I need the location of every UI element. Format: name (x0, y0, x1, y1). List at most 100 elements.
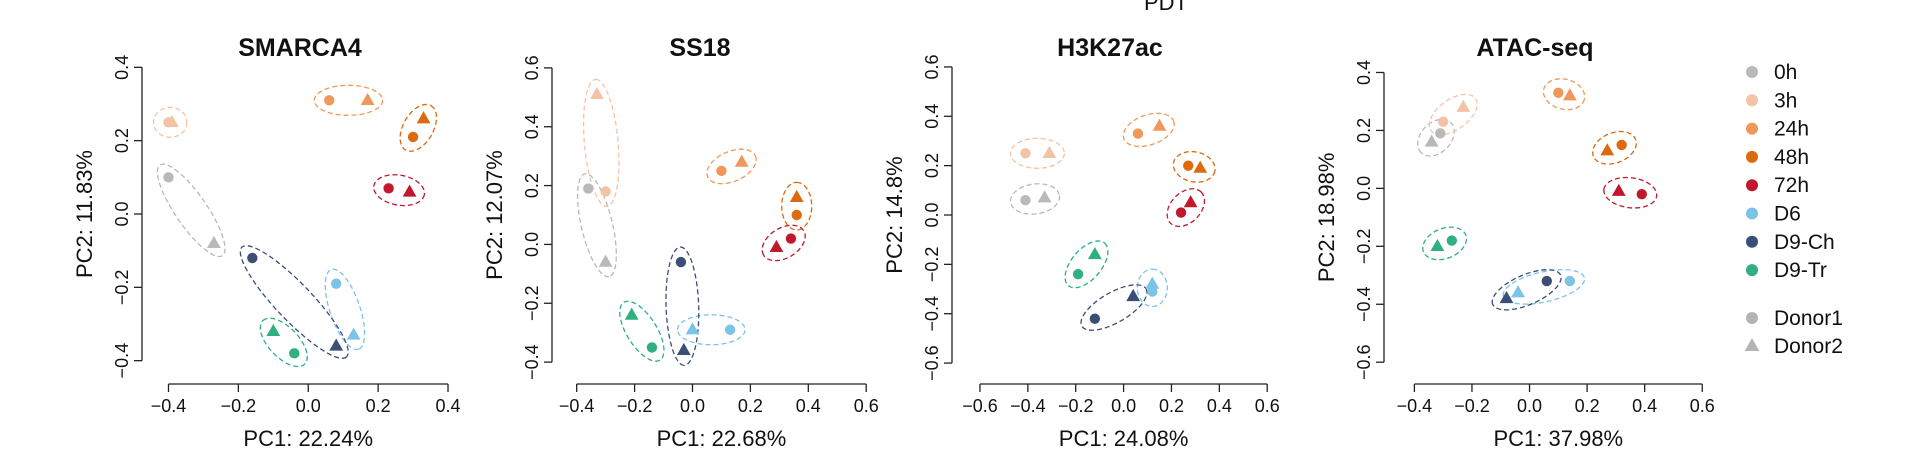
point-d6-donor1 (1147, 286, 1158, 297)
group-ellipse-72h (761, 224, 806, 262)
point-48h-donor1 (791, 209, 802, 221)
panel-smarca4: SMARCA4 −0.4 −0.2 0.0 0.2 0.4 PC1: 22.24% −0.4 −… (72, 34, 461, 451)
group-ellipse-24h (1122, 112, 1175, 148)
y-tick-label: 0.4 (1354, 60, 1374, 85)
point-d9-ch-donor2 (1499, 290, 1514, 304)
point-0h-donor2 (1037, 190, 1052, 203)
panel-title-h3k27ac: H3K27ac (1057, 34, 1163, 62)
point-72h-donor1 (383, 183, 394, 194)
x-tick-label: 0.2 (1575, 396, 1600, 416)
legend-label-donor1: Donor1 (1774, 307, 1843, 330)
point-d6-donor2 (685, 322, 700, 335)
point-24h-donor1 (1132, 128, 1144, 139)
y-tick-label: 0.2 (522, 173, 542, 198)
x-tick-label: 0.2 (1159, 396, 1184, 416)
legend-label-d6: D6 (1774, 203, 1801, 226)
point-d6-donor2 (1145, 276, 1160, 289)
y-tick-label: 0.6 (922, 54, 942, 79)
x-tick-label: 0.6 (1690, 396, 1715, 416)
group-ellipse-d9-tr (1064, 240, 1109, 289)
y-axis-label: PC2: 11.83% (72, 150, 97, 278)
x-tick-label: 0.2 (738, 396, 763, 416)
legend-label-72h: 72h (1774, 174, 1809, 197)
legend-marker-24h (1746, 122, 1758, 135)
point-0h-donor2 (598, 254, 613, 267)
legend: 0h 3h 24h 48h 72h D6 D9-Ch D9-Tr Donor1 Donor2 (1744, 61, 1843, 358)
x-tick-label: −0.2 (617, 396, 653, 416)
point-d6-donor1 (724, 324, 736, 335)
legend-label-donor2: Donor2 (1774, 335, 1843, 358)
y-tick-label: 0.0 (1354, 176, 1374, 201)
y-tick-label: 0.4 (922, 104, 942, 129)
point-3h-donor2 (165, 114, 179, 127)
group-ellipse-d9-ch (239, 245, 349, 359)
legend-marker-0h (1746, 66, 1758, 78)
point-d6-donor1 (331, 278, 342, 289)
x-tick-label: −0.2 (1058, 396, 1094, 416)
y-tick-label: 0.0 (522, 232, 542, 257)
point-0h-donor2 (1424, 134, 1439, 147)
x-tick-label: 0.4 (796, 396, 821, 416)
y-tick-label: −0.6 (922, 345, 942, 381)
legend-label-0h: 0h (1774, 61, 1797, 84)
y-tick-label: 0.0 (922, 202, 942, 227)
y-axis-label: PC2: 12.07% (482, 150, 507, 280)
x-tick-label: 0.6 (854, 396, 879, 416)
point-24h-donor2 (1152, 118, 1167, 131)
point-d9-tr-donor2 (1430, 238, 1445, 251)
point-72h-donor2 (1611, 183, 1626, 196)
group-ellipse-72h (1166, 188, 1206, 228)
x-tick-label: −0.4 (151, 396, 187, 416)
point-d9-ch-donor2 (1126, 288, 1141, 302)
group-ellipse-0h (576, 173, 617, 278)
legend-label-d9-tr: D9-Tr (1774, 259, 1827, 282)
group-ellipse-3h (1009, 137, 1066, 169)
x-tick-label: −0.4 (559, 396, 595, 416)
y-tick-label: 0.4 (522, 114, 542, 139)
group-ellipse-48h (1591, 130, 1637, 165)
group-ellipse-48h (399, 103, 438, 152)
x-tick-label: 0.4 (1207, 396, 1232, 416)
point-24h-donor1 (716, 165, 727, 177)
legend-marker-d9-tr (1746, 264, 1758, 277)
group-ellipse-d9-ch (1080, 284, 1148, 331)
y-axis-label: PC2: 14.8% (882, 156, 907, 273)
group-ellipse-d6 (324, 268, 366, 351)
x-axis-label: PC1: 22.24% (243, 426, 373, 451)
point-48h-donor1 (1616, 139, 1627, 151)
x-axis-label: PC1: 22.68% (657, 426, 787, 451)
point-d9-ch-donor1 (1089, 313, 1101, 324)
point-3h-donor2 (590, 86, 604, 100)
point-d9-tr-donor2 (624, 307, 639, 320)
point-d9-tr-donor1 (1072, 269, 1084, 280)
legend-marker-donor2 (1744, 338, 1760, 351)
group-ellipse-d9-ch (1491, 269, 1562, 311)
x-tick-label: −0.4 (1397, 396, 1433, 416)
y-tick-label: −0.4 (922, 296, 942, 332)
legend-marker-72h (1746, 179, 1758, 192)
point-48h-donor2 (1600, 143, 1615, 156)
point-48h-donor2 (416, 111, 431, 124)
y-tick-label: −0.4 (1354, 286, 1374, 322)
point-72h-donor1 (1636, 188, 1647, 200)
panel-ss18: SS18 −0.4 −0.2 0.0 0.2 0.4 0.6 PC1: 22.68% −0.4 −… (482, 34, 879, 451)
group-ellipse-0h (156, 163, 226, 258)
y-tick-label: −0.2 (522, 285, 542, 321)
group-ellipse-d6 (676, 314, 746, 346)
point-d9-tr-donor1 (1446, 235, 1458, 246)
y-tick-label: −0.6 (1354, 344, 1374, 380)
point-3h-donor1 (1020, 148, 1031, 159)
legend-marker-donor1 (1746, 312, 1758, 324)
x-axis-label: PC1: 37.98% (1493, 426, 1623, 451)
y-tick-label: 0.6 (522, 55, 542, 80)
point-d9-tr-donor1 (646, 342, 658, 353)
point-d9-ch-donor2 (676, 342, 691, 355)
point-72h-donor2 (402, 184, 417, 197)
legend-label-3h: 3h (1774, 89, 1797, 112)
x-tick-label: 0.0 (1517, 396, 1542, 416)
x-tick-label: 0.4 (435, 396, 460, 416)
point-24h-donor1 (1553, 87, 1564, 98)
